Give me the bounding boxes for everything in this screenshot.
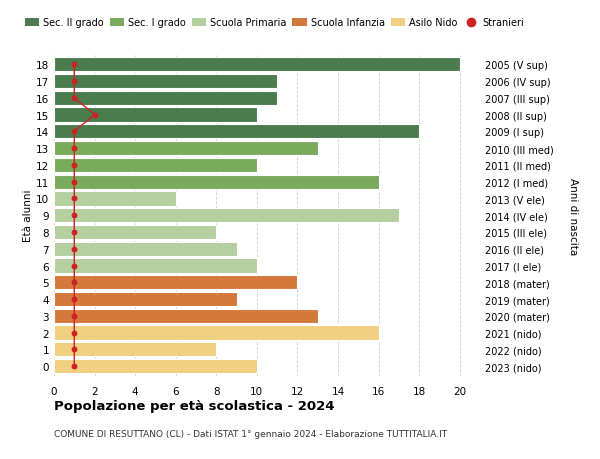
Point — [70, 78, 79, 85]
Point — [70, 129, 79, 136]
Point — [70, 296, 79, 303]
Bar — [54, 158, 257, 173]
Y-axis label: Anni di nascita: Anni di nascita — [568, 177, 577, 254]
Bar — [54, 125, 419, 139]
Point — [70, 212, 79, 219]
Point — [70, 229, 79, 236]
Bar — [54, 75, 277, 89]
Point — [70, 179, 79, 186]
Bar — [54, 359, 257, 374]
Point — [70, 363, 79, 370]
Bar — [54, 292, 236, 307]
Point — [70, 62, 79, 69]
Bar — [54, 108, 257, 123]
Point — [70, 95, 79, 102]
Point — [70, 313, 79, 320]
Point — [70, 329, 79, 336]
Point — [70, 145, 79, 152]
Bar — [54, 326, 379, 340]
Bar — [54, 175, 379, 190]
Point — [70, 346, 79, 353]
Point — [90, 112, 100, 119]
Bar — [54, 342, 216, 357]
Point — [70, 279, 79, 286]
Bar — [54, 259, 257, 273]
Bar — [54, 142, 318, 156]
Bar — [54, 58, 460, 72]
Bar — [54, 225, 216, 240]
Bar — [54, 209, 399, 223]
Text: COMUNE DI RESUTTANO (CL) - Dati ISTAT 1° gennaio 2024 - Elaborazione TUTTITALIA.: COMUNE DI RESUTTANO (CL) - Dati ISTAT 1°… — [54, 429, 447, 438]
Bar — [54, 242, 236, 256]
Point — [70, 262, 79, 269]
Bar — [54, 91, 277, 106]
Bar — [54, 309, 318, 323]
Text: Popolazione per età scolastica - 2024: Popolazione per età scolastica - 2024 — [54, 399, 335, 412]
Point — [70, 246, 79, 253]
Bar — [54, 275, 298, 290]
Y-axis label: Età alunni: Età alunni — [23, 190, 33, 242]
Legend: Sec. II grado, Sec. I grado, Scuola Primaria, Scuola Infanzia, Asilo Nido, Stran: Sec. II grado, Sec. I grado, Scuola Prim… — [25, 18, 524, 28]
Point — [70, 162, 79, 169]
Bar — [54, 192, 176, 206]
Point — [70, 196, 79, 203]
